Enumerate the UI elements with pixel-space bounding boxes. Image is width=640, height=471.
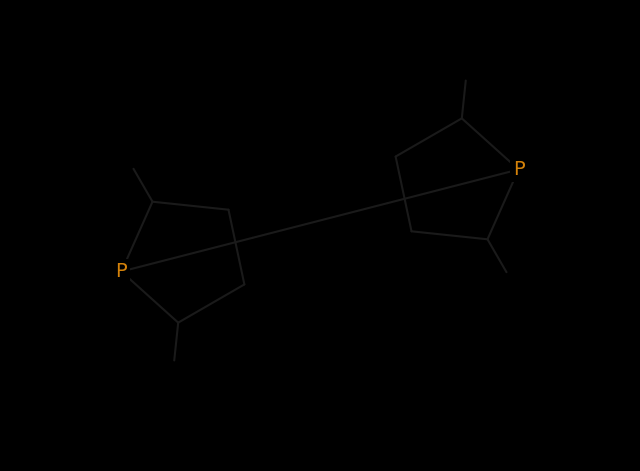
Text: P: P bbox=[116, 262, 127, 281]
Text: P: P bbox=[513, 160, 524, 179]
